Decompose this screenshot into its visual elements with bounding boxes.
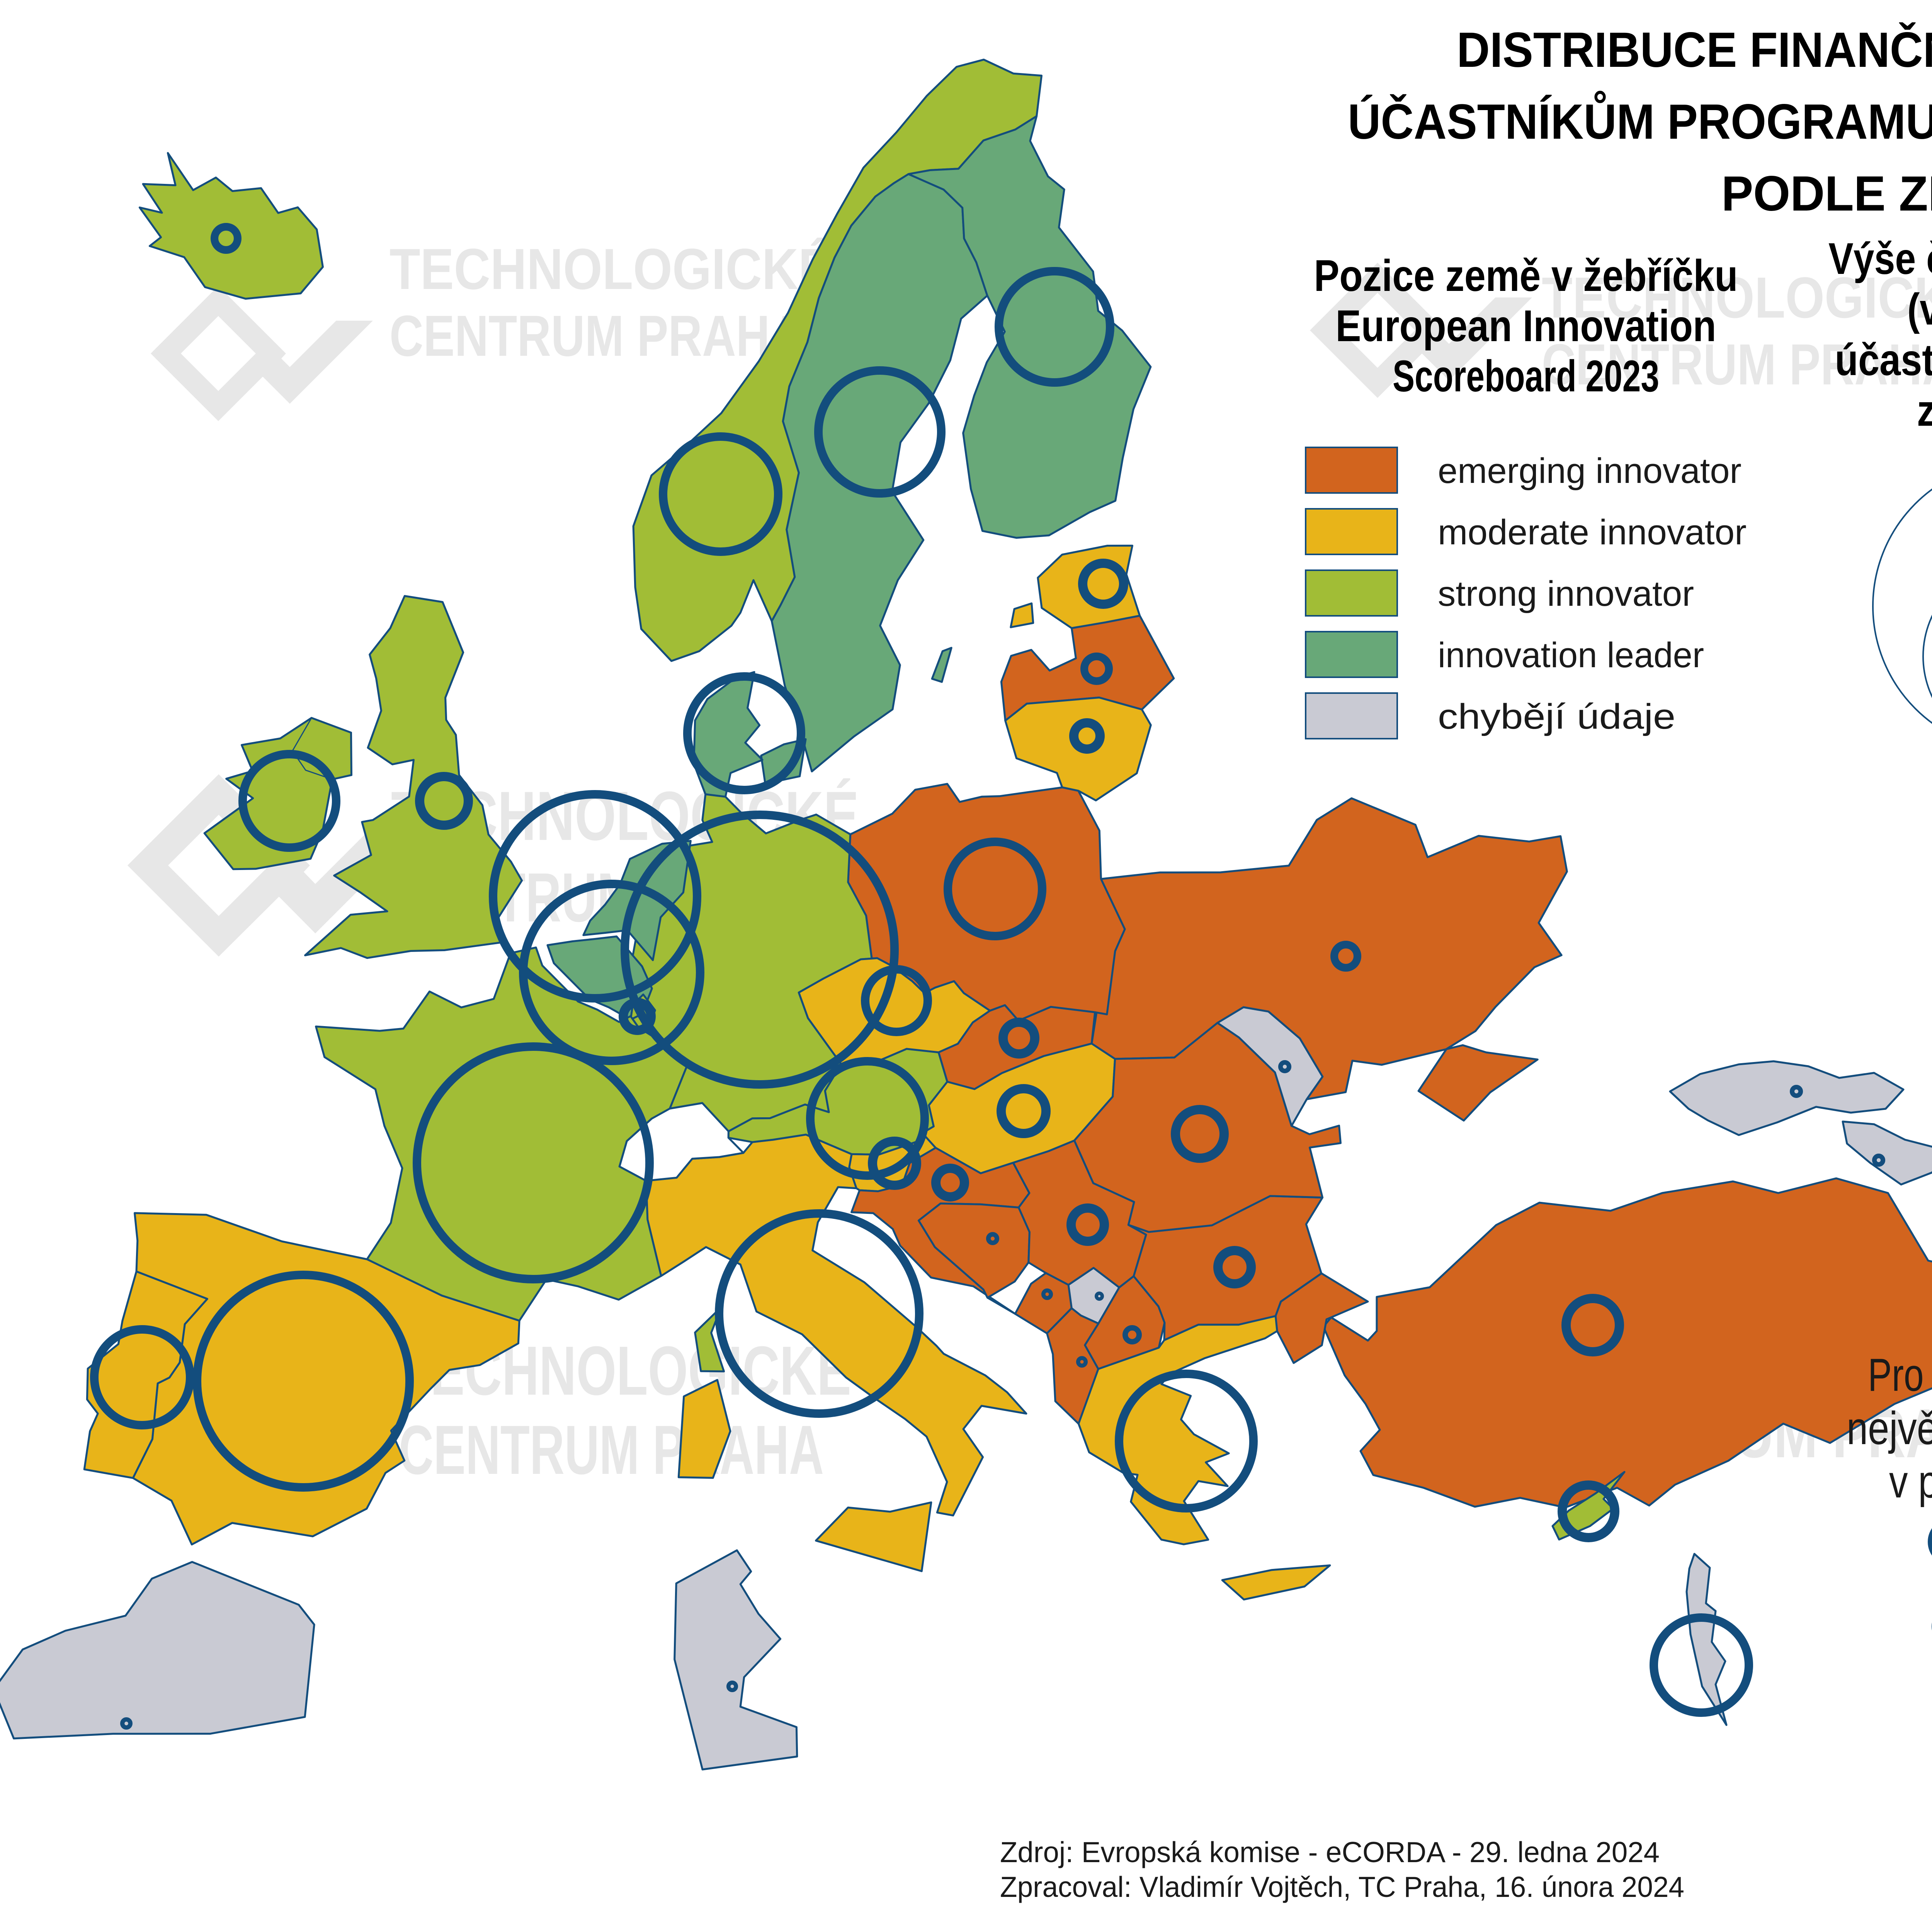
svg-text:emerging innovator: emerging innovator [1438, 451, 1742, 491]
svg-text:z příslušné země: z příslušné země [1917, 386, 1932, 435]
svg-text:účastníkům programu HE: účastníkům programu HE [1835, 335, 1932, 385]
svg-text:ÚČASTNÍKŮM PROGRAMU HORIZONT E: ÚČASTNÍKŮM PROGRAMU HORIZONT EVROPA [1348, 90, 1932, 150]
svg-text:v programu Horizont Evropa: v programu Horizont Evropa [1889, 1456, 1932, 1507]
svg-text:European Innovation: European Innovation [1336, 301, 1716, 351]
svg-text:největších korporátních příjem: největších korporátních příjemců [1847, 1402, 1932, 1454]
svg-text:PODLE ZEMÍ k 29. lednu 2024: PODLE ZEMÍ k 29. lednu 2024 [1721, 166, 1932, 221]
svg-text:innovation leader: innovation leader [1438, 636, 1704, 675]
svg-text:Scoreboard 2023: Scoreboard 2023 [1393, 352, 1659, 401]
svg-text:(v milionech EUR): (v milionech EUR) [1907, 285, 1932, 334]
svg-text:Pozice země v žebříčku: Pozice země v žebříčku [1314, 251, 1738, 301]
svg-text:Výše čistého příspěvku EU: Výše čistého příspěvku EU [1828, 234, 1932, 284]
svg-text:strong innovator: strong innovator [1438, 574, 1694, 614]
svg-text:moderate innovator: moderate innovator [1438, 513, 1747, 552]
svg-text:DISTRIBUCE FINANČNÍHO PŘÍSPĚVK: DISTRIBUCE FINANČNÍHO PŘÍSPĚVKU EU [1457, 22, 1932, 78]
svg-text:CENTRUM PRAHA: CENTRUM PRAHA [1542, 332, 1932, 397]
svg-text:CENTRUM PRAHA: CENTRUM PRAHA [389, 303, 804, 368]
svg-text:chybějí údaje: chybějí údaje [1438, 697, 1675, 736]
svg-text:CENTRUM PRAHA: CENTRUM PRAHA [399, 1411, 824, 1489]
svg-text:TECHNOLOGICKÉ: TECHNOLOGICKÉ [1542, 265, 1932, 330]
svg-text:Zdroj: Evropská komise - eCORD: Zdroj: Evropská komise - eCORDA - 29. le… [1000, 1836, 1660, 1868]
svg-text:TECHNOLOGICKÉ: TECHNOLOGICKÉ [389, 236, 832, 301]
svg-text:Zpracoval: Vladimír Vojtěch, T: Zpracoval: Vladimír Vojtěch, TC Praha, 1… [1000, 1871, 1684, 1903]
svg-text:Pro srovnání čistý příspěvek E: Pro srovnání čistý příspěvek EU [1868, 1349, 1932, 1401]
